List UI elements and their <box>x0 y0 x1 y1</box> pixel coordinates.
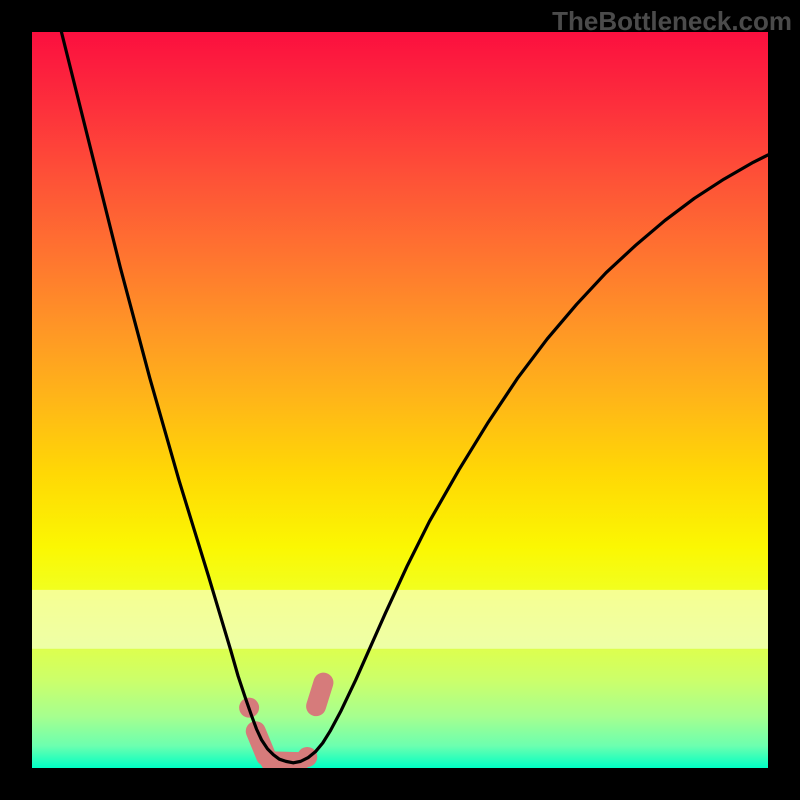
highlight-segment <box>316 683 323 707</box>
watermark-label: TheBottleneck.com <box>552 6 792 37</box>
bottleneck-chart <box>32 32 768 768</box>
gradient-background <box>32 32 768 768</box>
highlight-band <box>32 590 768 649</box>
